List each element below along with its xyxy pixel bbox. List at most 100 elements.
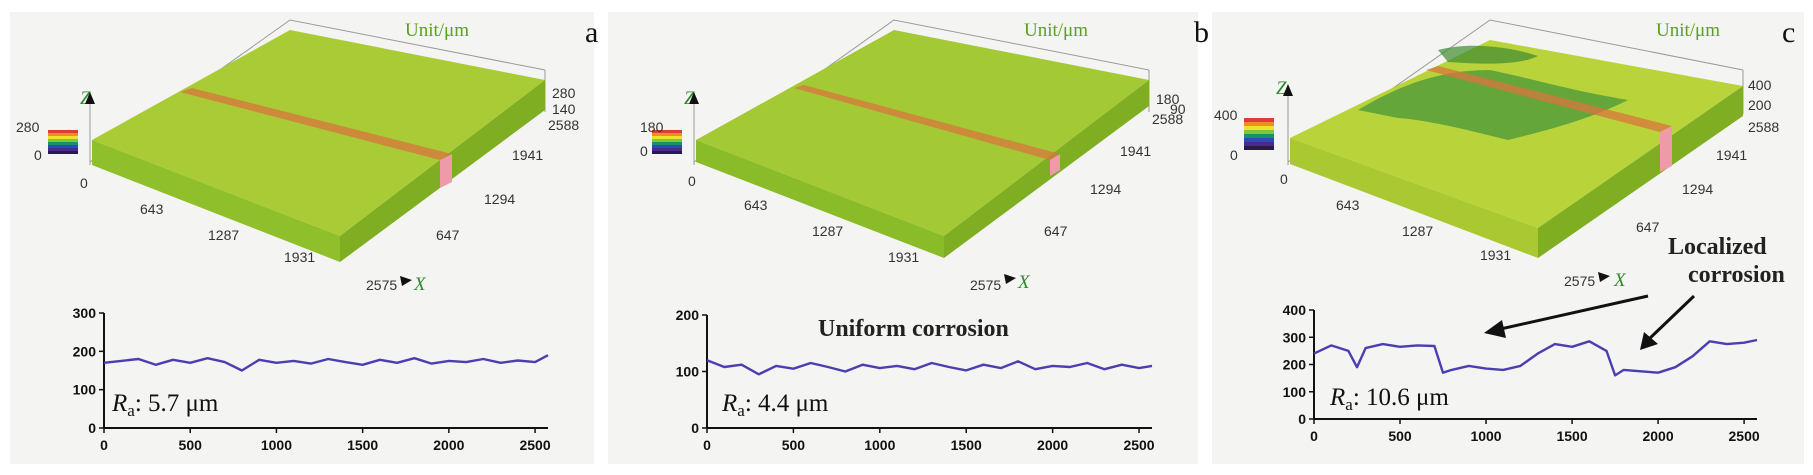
profile-x-tick-label: 2000 xyxy=(1037,437,1068,453)
surface-right-face xyxy=(944,80,1149,258)
surface-front-face xyxy=(696,140,944,258)
profile-x-tick-label: 1000 xyxy=(1470,428,1501,444)
surface-x-tick: 1931 xyxy=(1480,247,1511,263)
unit-label: Unit/μm xyxy=(1656,20,1720,41)
surface-deep-pit-region xyxy=(1358,70,1628,140)
ra-symbol: R xyxy=(1329,384,1345,411)
panel-c-figure: Unit/μm c 400 0 Z 0 643 1287 1931 2575 xyxy=(1212,12,1804,464)
surface-y-tick: 1294 xyxy=(1090,181,1121,197)
colorbar-max-label: 400 xyxy=(1214,107,1238,123)
surface-pit-region xyxy=(1438,45,1538,64)
panel-letter: c xyxy=(1782,16,1795,49)
corrosion-arrow-right xyxy=(1646,294,1696,342)
profile-y-tick-label: 300 xyxy=(1283,329,1307,345)
profile-cut-marker xyxy=(1050,154,1060,176)
surface-x-tick: 1287 xyxy=(1402,223,1433,239)
localized-corrosion-label-line1: Localized xyxy=(1668,234,1767,260)
profile-x-tick-label: 0 xyxy=(703,437,711,453)
roughness-label: Ra: 10.6 μm xyxy=(1329,384,1449,414)
surface-z-tick: 280 xyxy=(552,85,576,101)
profile-series-line xyxy=(706,359,1153,376)
profile-x-tick-label: 500 xyxy=(1388,428,1412,444)
colorbar-max-label: 180 xyxy=(640,119,664,135)
surface-x-tick: 0 xyxy=(1280,171,1288,187)
surface-x-tick: 1931 xyxy=(284,249,315,265)
unit-label: Unit/μm xyxy=(405,20,469,41)
surface-z-tick: 400 xyxy=(1748,77,1772,93)
z-axis-arrow xyxy=(85,92,95,104)
profile-x-tick-label: 2500 xyxy=(519,437,550,453)
ra-subscript: a xyxy=(127,401,135,420)
colorbar xyxy=(1244,118,1274,150)
surface-y-tick: 2588 xyxy=(1748,119,1779,135)
ra-value: : 5.7 μm xyxy=(135,390,219,417)
panel-b: Unit/μm b 180 0 Z 0 643 1287 1931 2575 X xyxy=(604,0,1208,475)
surface-y-tick: 2588 xyxy=(548,117,579,133)
surface-x-tick: 643 xyxy=(1336,197,1360,213)
z-axis-name: Z xyxy=(80,88,91,109)
profile-series-line xyxy=(1313,338,1758,377)
z-axis-name: Z xyxy=(1276,78,1287,99)
surface-y-tick: 1294 xyxy=(484,191,515,207)
surface-z-tick: 180 xyxy=(1156,91,1180,107)
profile-y-tick-label: 400 xyxy=(1283,302,1307,318)
profile-x-tick-label: 2500 xyxy=(1123,437,1154,453)
panel-a: Unit/μm a 280 0 Z 0 643 1287 1931 xyxy=(0,0,604,475)
corrosion-arrowhead-right xyxy=(1640,332,1658,350)
uniform-corrosion-label: Uniform corrosion xyxy=(818,316,1009,342)
surface-y-tick: 1941 xyxy=(1716,147,1747,163)
surface-x-tick: 1931 xyxy=(888,249,919,265)
ra-subscript: a xyxy=(1345,395,1353,414)
ra-symbol: R xyxy=(721,390,737,417)
panel-c: Unit/μm c 400 0 Z 0 643 1287 1931 2575 xyxy=(1208,0,1812,475)
z-axis-arrow xyxy=(689,92,699,104)
colorbar-min-label: 0 xyxy=(640,143,648,159)
surface-y-tick: 647 xyxy=(436,227,460,243)
colorbar-min-label: 0 xyxy=(34,147,42,163)
surface-top xyxy=(696,30,1149,236)
surface-y-tick: 1941 xyxy=(1120,143,1151,159)
profile-x-tick-label: 500 xyxy=(179,437,203,453)
profile-x-tick-label: 2000 xyxy=(1642,428,1673,444)
surface-x-tick: 2575 xyxy=(366,277,397,293)
z-axis-arrow xyxy=(1283,84,1293,96)
surface-z-tick: 90 xyxy=(1170,101,1186,117)
profile-y-tick-label: 0 xyxy=(691,420,699,436)
ra-value: : 4.4 μm xyxy=(745,390,829,417)
surface-front-face xyxy=(92,140,340,262)
surface-right-face xyxy=(1538,86,1743,258)
profile-cut-marker xyxy=(1660,126,1672,172)
profile-y-tick-label: 200 xyxy=(676,307,700,323)
corrosion-arrow-left xyxy=(1495,294,1649,332)
panel-letter: b xyxy=(1194,16,1208,49)
profile-y-tick-label: 300 xyxy=(73,305,97,321)
z-axis-name: Z xyxy=(684,88,695,109)
unit-label: Unit/μm xyxy=(1024,20,1088,41)
roughness-label: Ra: 4.4 μm xyxy=(721,390,829,420)
x-axis-arrow xyxy=(400,276,412,286)
x-axis-name: X xyxy=(413,274,427,295)
profile-cut-band xyxy=(1426,66,1672,132)
surface-z-tick: 200 xyxy=(1748,97,1772,113)
surface-y-tick: 1941 xyxy=(512,147,543,163)
ra-subscript: a xyxy=(737,401,745,420)
panel-a-figure: Unit/μm a 280 0 Z 0 643 1287 1931 xyxy=(10,12,598,464)
profile-cut-band xyxy=(180,88,452,160)
profile-y-tick-label: 200 xyxy=(1283,357,1307,373)
x-axis-name: X xyxy=(1613,270,1627,291)
panel-b-figure: Unit/μm b 180 0 Z 0 643 1287 1931 2575 X xyxy=(608,12,1208,464)
profile-x-tick-label: 500 xyxy=(782,437,806,453)
profile-y-tick-label: 0 xyxy=(88,420,96,436)
profile-x-tick-label: 1500 xyxy=(1556,428,1587,444)
profile-cut-band xyxy=(794,85,1060,160)
surface-x-tick: 1287 xyxy=(812,223,843,239)
surface-y-tick: 647 xyxy=(1636,219,1660,235)
profile-y-tick-label: 100 xyxy=(1283,384,1307,400)
profile-series-line xyxy=(103,354,549,372)
profile-y-tick-label: 100 xyxy=(676,364,700,380)
profile-x-tick-label: 1000 xyxy=(261,437,292,453)
ra-value: : 10.6 μm xyxy=(1353,384,1450,411)
